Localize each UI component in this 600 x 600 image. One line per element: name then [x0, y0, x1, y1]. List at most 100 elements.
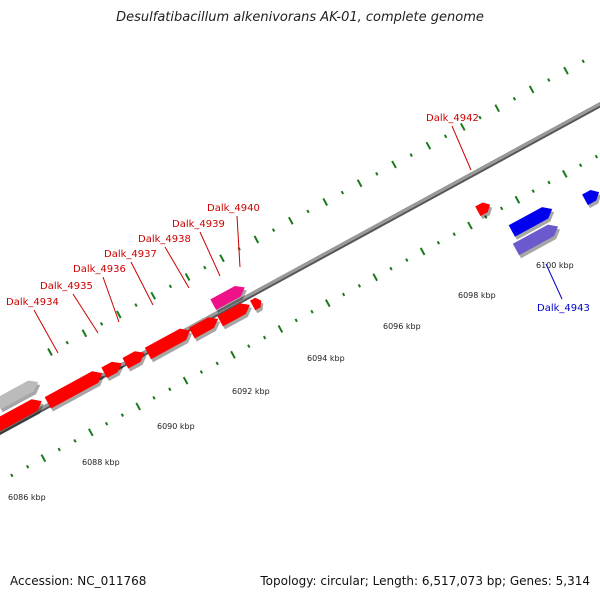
lower-tick [405, 258, 409, 262]
lower-tick [10, 473, 14, 478]
upper-tick [409, 153, 413, 157]
upper-tick [340, 190, 345, 195]
upper-tick [150, 291, 156, 300]
gene-arrow-reverse [512, 224, 561, 259]
gene-label: Dalk_4937 [104, 249, 157, 260]
lower-tick [215, 361, 219, 366]
gene-leader-line [451, 125, 472, 171]
upper-tick [184, 272, 191, 281]
gene-arrow [249, 297, 264, 314]
gene-arrow-reverse-body [512, 224, 559, 256]
tick-label: 6088 kbp [82, 458, 120, 467]
lower-tick [88, 428, 94, 437]
lower-tick [135, 402, 141, 411]
tick-label: 6096 kbp [383, 322, 421, 331]
gene-label: Dalk_4942 [426, 113, 479, 124]
gene-arrow [0, 399, 44, 436]
upper-tick [47, 348, 53, 356]
upper-tick [356, 179, 363, 188]
upper-tick [168, 284, 173, 289]
lower-tick [531, 189, 535, 193]
gene-arrow-pseudo-body [0, 380, 39, 410]
gene-label: Dalk_4943 [537, 303, 590, 314]
gene-leader-line [236, 215, 241, 268]
lower-tick [40, 454, 47, 463]
upper-tick [306, 209, 310, 214]
upper-tick [547, 78, 551, 82]
lower-tick [182, 376, 189, 385]
upper-tick [391, 160, 397, 169]
lower-tick [419, 247, 426, 256]
gene-arrow [44, 371, 105, 412]
gene-label: Dalk_4939 [172, 219, 225, 230]
lower-tick [310, 309, 314, 314]
lower-tick [247, 344, 251, 349]
gene-features [0, 189, 600, 436]
gene-arrow [144, 328, 193, 363]
gene-arrow-pseudo [0, 380, 41, 413]
lower-tick [230, 350, 236, 359]
gene-labels: Dalk_4934 Dalk_4935 Dalk_4936 Dalk_4937 Dalk… [6, 113, 590, 354]
gene-arrow-body [249, 297, 262, 311]
gene-leader-line [72, 293, 99, 334]
lower-tick [57, 447, 61, 452]
lower-tick [467, 221, 473, 230]
gene-leader-line [102, 276, 120, 323]
upper-tick [528, 85, 535, 94]
lower-tick [120, 413, 125, 417]
upper-tick [425, 141, 432, 150]
tick-label: 6098 kbp [458, 291, 496, 300]
upper-tick [494, 104, 500, 113]
gene-arrow-highlight [210, 285, 247, 313]
upper-tick [478, 115, 482, 120]
lower-tick [357, 283, 362, 288]
lower-tick [152, 395, 156, 400]
gene-arrow-body [101, 361, 122, 379]
gene-label: Dalk_4940 [207, 203, 260, 214]
upper-tick [253, 235, 260, 244]
tick-label: 6100 kbp [536, 261, 574, 270]
gene-arrow [188, 317, 221, 342]
lower-tick [547, 180, 551, 185]
gene-label: Dalk_4934 [6, 297, 59, 308]
tick-label: 6094 kbp [307, 354, 345, 363]
lower-tick [499, 206, 504, 211]
gene-arrow [217, 303, 252, 330]
gene-arrow [101, 361, 124, 382]
lower-tick [168, 387, 172, 392]
upper-tick [288, 216, 294, 225]
topology-label: Topology: circular; Length: 6,517,073 bp… [260, 574, 590, 588]
upper-tick [81, 329, 88, 338]
lower-tick [73, 439, 77, 443]
tick-label: 6092 kbp [232, 387, 270, 396]
upper-tick [203, 265, 207, 270]
lower-tick [372, 273, 378, 282]
gene-arrow-body [475, 202, 491, 217]
upper-tick [65, 340, 69, 345]
lower-tick [452, 232, 456, 237]
gene-arrow-body [44, 371, 103, 409]
lower-tick [325, 299, 331, 308]
lower-tick [578, 163, 583, 168]
upper-tick [271, 228, 276, 232]
upper-tick [563, 66, 569, 75]
tick-labels: 6086 kbp 6088 kbp 6090 kbp 6092 kbp 6094 kbp… [8, 261, 574, 502]
lower-tick [25, 464, 30, 469]
gene-label: Dalk_4938 [138, 234, 191, 245]
gene-leader-line [545, 263, 563, 300]
gene-leader-line [199, 231, 221, 277]
gene-arrow-reverse-body [508, 207, 553, 237]
upper-tick [219, 254, 225, 263]
upper-tick [116, 310, 122, 319]
upper-tick [134, 303, 138, 307]
gene-label: Dalk_4936 [73, 264, 126, 275]
lower-tick [389, 266, 393, 271]
upper-tick [322, 197, 328, 206]
gene-leader-line [33, 309, 59, 354]
gene-arrow-body [144, 328, 191, 360]
gene-leader-line [164, 246, 190, 289]
lower-tick [514, 195, 521, 204]
upper-tick [375, 171, 379, 176]
gene-arrow-reverse [508, 207, 555, 240]
